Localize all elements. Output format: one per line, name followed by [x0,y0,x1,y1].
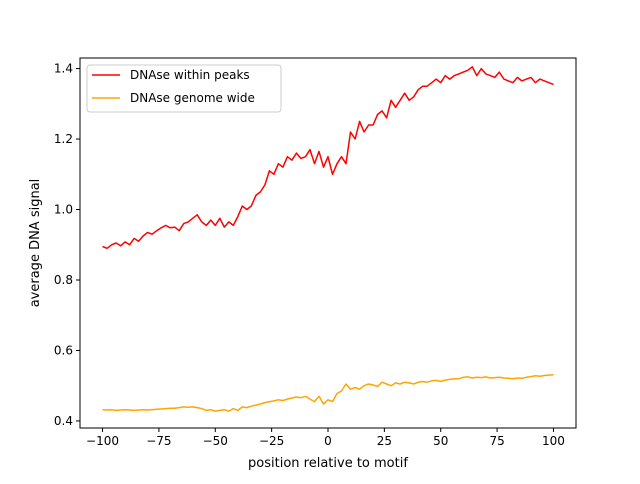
y-tick-label: 0.8 [54,273,73,287]
x-tick-label: 25 [377,434,392,448]
y-tick-label: 1.0 [54,203,73,217]
x-tick-label: −75 [146,434,171,448]
x-tick-label: 100 [542,434,565,448]
legend-box [86,64,282,113]
x-tick-label: 50 [433,434,448,448]
x-tick-label: −25 [259,434,284,448]
legend-label-1: DNAse genome wide [130,91,255,105]
y-tick-label: 0.4 [54,414,73,428]
legend: DNAse within peaks DNAse genome wide [86,64,282,113]
y-axis-label: average DNA signal [28,179,43,308]
x-tick-label: −100 [86,434,119,448]
x-axis-label: position relative to motif [248,456,408,471]
x-tick-label: 75 [489,434,504,448]
x-axis-ticks: −100 −75 −50 −25 0 25 50 75 100 [86,428,565,448]
y-tick-label: 0.6 [54,343,73,357]
x-tick-label: −50 [203,434,228,448]
y-axis-ticks: 0.4 0.6 0.8 1.0 1.2 1.4 [54,62,80,428]
series-layer [102,66,554,412]
series-line-1 [102,374,554,412]
x-tick-label: 0 [324,434,332,448]
y-tick-label: 1.2 [54,132,73,146]
y-tick-label: 1.4 [54,62,73,76]
series-line-0 [102,66,554,250]
legend-label-0: DNAse within peaks [130,68,250,82]
